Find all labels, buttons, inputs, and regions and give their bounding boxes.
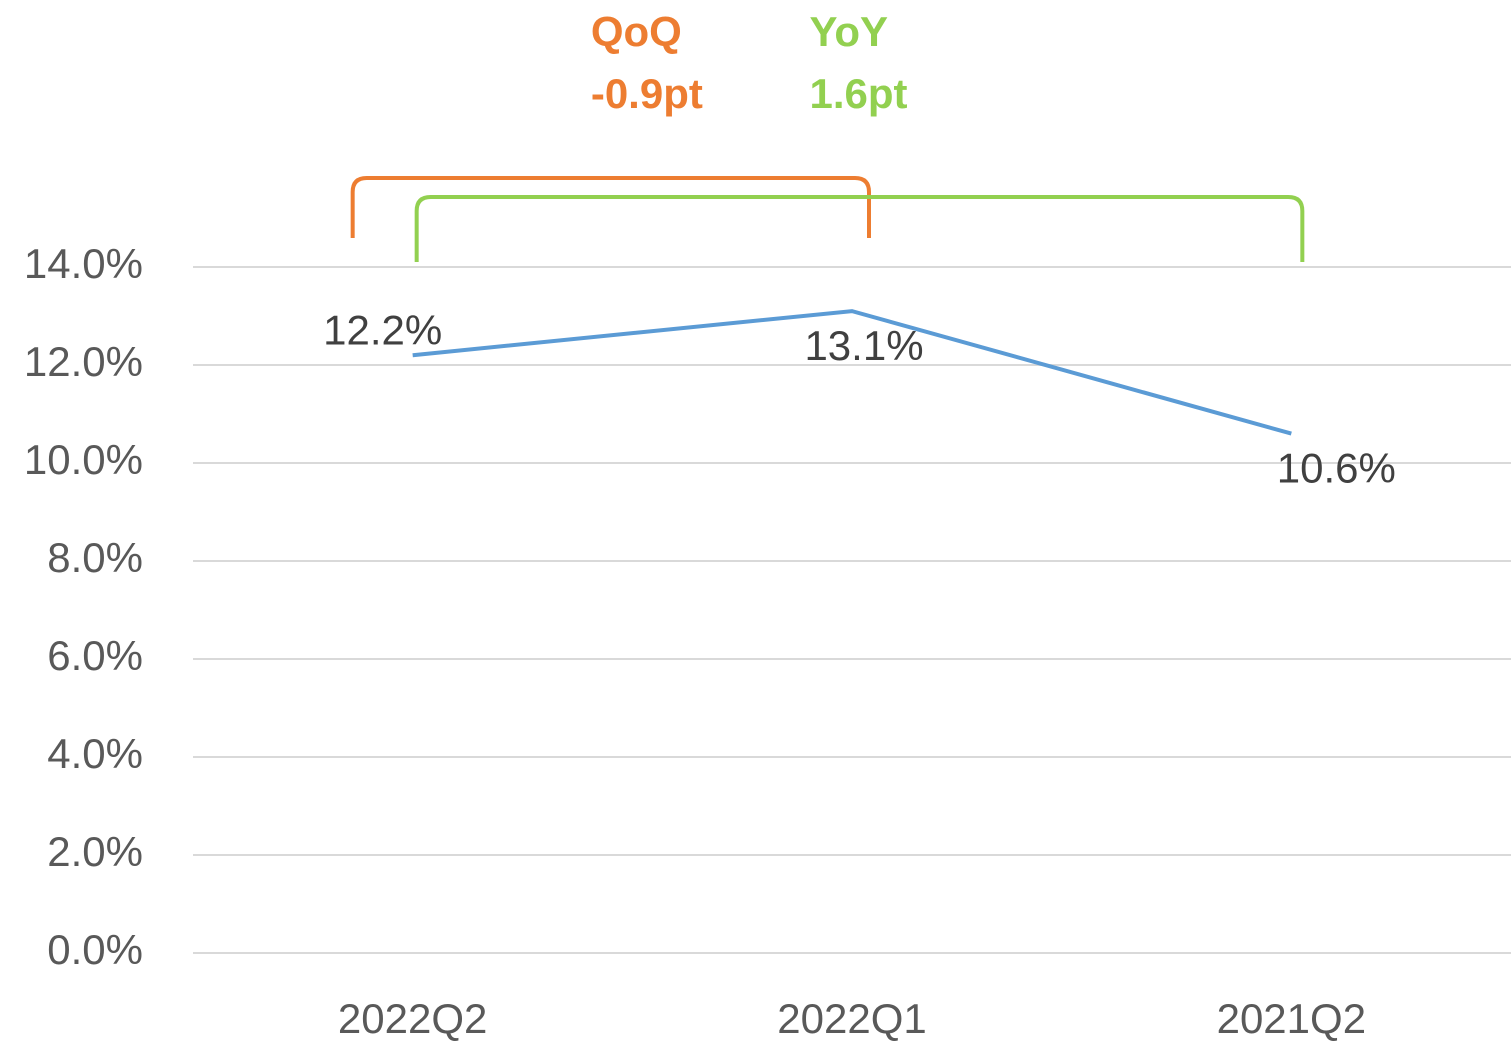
bracket [414, 195, 1305, 262]
annotation-text: 1.6pt [810, 70, 908, 117]
data-label: 12.2% [323, 306, 442, 353]
annotation-title: YoY [810, 8, 889, 55]
y-tick-label: 12.0% [24, 338, 143, 385]
data-label: 13.1% [804, 322, 923, 369]
data-label: 10.6% [1277, 445, 1396, 492]
y-tick-label: 4.0% [47, 730, 143, 777]
bracket [350, 176, 871, 238]
y-tick-label: 10.0% [24, 436, 143, 483]
x-tick-label: 2021Q2 [1217, 995, 1366, 1042]
y-tick-label: 8.0% [47, 534, 143, 581]
y-tick-label: 2.0% [47, 828, 143, 875]
line [412, 309, 1292, 436]
y-tick-label: 0.0% [47, 926, 143, 973]
y-tick-label: 14.0% [24, 240, 143, 287]
annotation-title: QoQ [591, 8, 682, 55]
x-tick-label: 2022Q2 [338, 995, 487, 1042]
y-tick-label: 6.0% [47, 632, 143, 679]
annotation-text: -0.9pt [591, 70, 703, 117]
x-tick-label: 2022Q1 [777, 995, 926, 1042]
